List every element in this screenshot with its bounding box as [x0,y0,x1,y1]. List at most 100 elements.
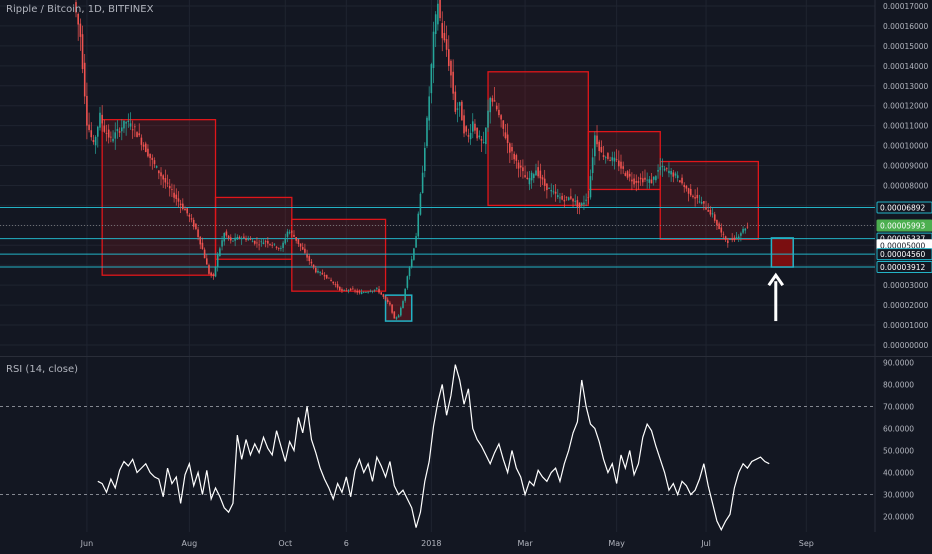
candle-body [177,198,180,202]
candle-body [140,137,143,145]
candle-body [522,167,524,172]
y-tick-label: 0.00008000 [883,181,929,190]
candle-body [413,248,415,260]
candle-body [123,120,125,129]
candle-body [166,182,169,184]
price-badge-label: 0.00005993 [880,221,926,230]
candle-body [679,180,681,183]
candle-body [197,229,199,237]
candle-body [151,157,154,160]
candle-body [214,266,217,277]
candle-body [345,290,348,292]
price-badge-label: 0.00004560 [880,250,926,259]
candle-body [253,240,256,244]
candle-body [171,189,173,191]
candle-body [700,202,703,204]
candle-body [338,286,341,291]
y-tick-label: 0.00016000 [883,22,929,31]
y-tick-label: 0.00010000 [883,142,929,151]
candle-body [315,268,317,273]
candle-body [175,194,178,199]
price-badge [876,248,932,261]
candle-body [724,236,727,240]
candle-body [572,198,574,202]
candle-body [493,100,496,102]
x-tick-label: 6 [344,539,349,548]
y-tick-label: 0.00015000 [883,42,929,51]
candle-body [380,292,382,295]
candle-body [648,179,651,183]
candle-body [720,227,723,233]
candle-body [325,274,328,279]
candle-body [454,91,457,112]
candle-body [129,123,132,127]
candle-body [657,170,659,172]
candle-body [288,232,291,234]
candle-body [626,171,629,178]
candle-body [633,178,635,185]
candle-body [155,166,158,168]
candle-body [665,168,668,170]
candle-body [613,157,616,162]
candle-body [437,3,439,25]
candle-body [543,178,546,186]
candle-body [291,231,293,233]
candle-body [583,202,585,205]
candle-body [500,115,502,120]
candle-body [225,231,228,236]
candle-body [408,267,411,277]
candle-body [587,197,590,199]
candle-body [622,166,624,169]
rsi-tick-label: 20.0000 [883,513,914,522]
candle-body [489,97,491,113]
candle-body [515,155,518,161]
x-tick-label: Mar [518,539,534,548]
candle-body [284,238,287,244]
candle-body [591,157,594,174]
candle-body [607,153,609,159]
candle-body [258,244,260,246]
candle-body [240,238,243,240]
candle-body [312,264,315,268]
candle-body [480,139,483,141]
candle-body [513,153,515,160]
candle-body [367,291,369,293]
candle-body [112,138,114,142]
price-badge-label: 0.00006892 [880,204,926,213]
candle-body [589,176,592,198]
pattern-box [487,71,589,207]
candle-body [663,168,666,171]
candle-body [149,153,151,159]
candle-body [578,202,581,208]
candle-body [424,147,426,172]
candle-body [120,127,123,132]
candle-body [182,203,184,210]
candle-body [321,272,324,275]
candle-body [635,181,638,183]
candle-body [476,127,478,139]
candle-body [469,132,472,140]
candle-body [692,195,694,198]
candle-body [334,284,337,286]
candle-body [661,165,664,168]
candle-body [354,290,356,292]
candle-body [400,307,402,316]
candle-body [474,123,476,131]
candle-body [223,233,226,242]
candle-body [190,218,193,220]
candle-body [192,219,195,227]
candle-body [343,289,345,291]
candle-body [709,210,712,215]
candle-body [716,219,718,226]
candle-body [552,191,555,193]
candle-body [548,188,550,189]
candle-body [681,177,683,184]
candle-body [391,304,393,313]
candle-body [107,129,110,138]
candle-body [273,243,276,245]
candle-body [668,170,670,174]
candle-body [491,98,494,102]
candle-body [620,161,622,169]
candle-body [317,270,319,273]
candle-body [295,237,297,241]
